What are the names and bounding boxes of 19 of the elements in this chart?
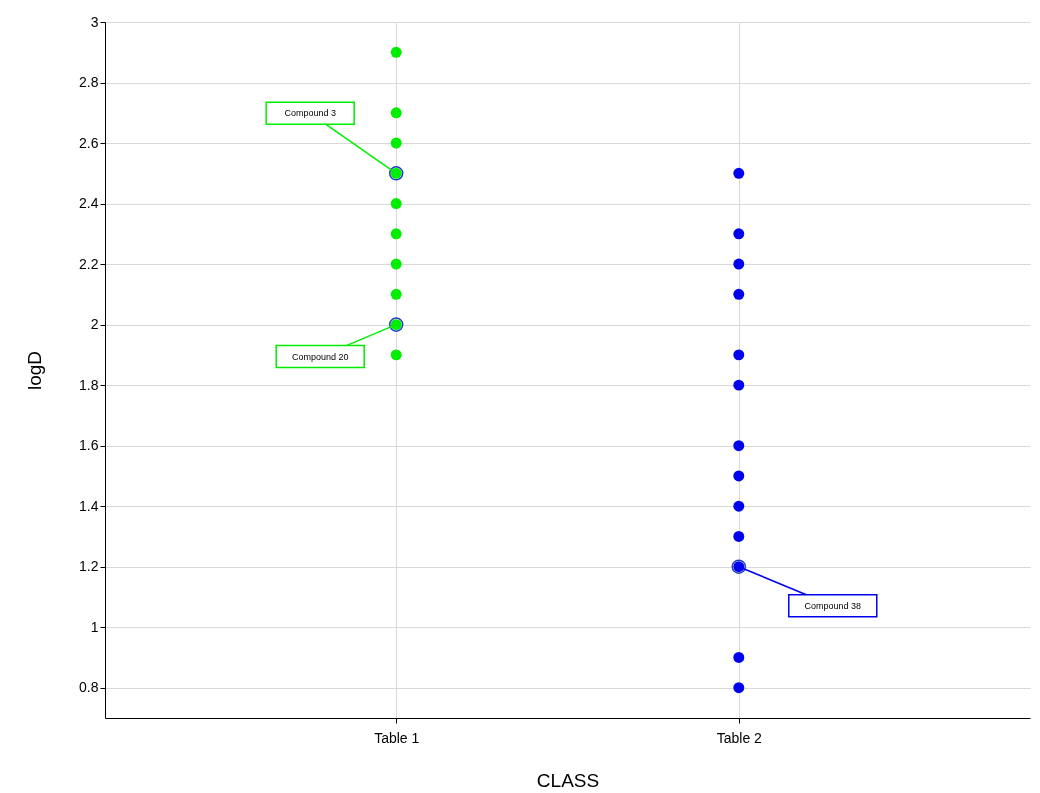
y-tick-label: 1 — [90, 618, 99, 635]
annotation: Compound 20 — [291, 351, 349, 362]
x-tick-label: Table 1 — [374, 729, 420, 746]
y-tick-label: 2.4 — [79, 195, 99, 212]
y-tick-label: 2 — [90, 316, 99, 333]
y-tick-label: 2.6 — [79, 134, 99, 151]
y-axis-title: logD — [24, 350, 46, 391]
y-tick-label: 1.6 — [79, 437, 99, 454]
x-axis-title: CLASS — [536, 769, 600, 791]
annotation: Compound 38 — [804, 600, 862, 611]
y-tick-label: 3 — [90, 13, 99, 30]
y-tick-label: 1.8 — [79, 376, 99, 393]
y-tick-label: 0.8 — [79, 679, 99, 696]
y-tick-label: 2.8 — [79, 74, 99, 91]
x-tick-label: Table 2 — [716, 729, 763, 746]
y-tick-label: 1.2 — [79, 558, 99, 575]
y-tick-label: 2.2 — [79, 255, 99, 272]
annotation: Compound 3 — [284, 108, 336, 119]
y-tick-label: 1.4 — [79, 497, 99, 514]
